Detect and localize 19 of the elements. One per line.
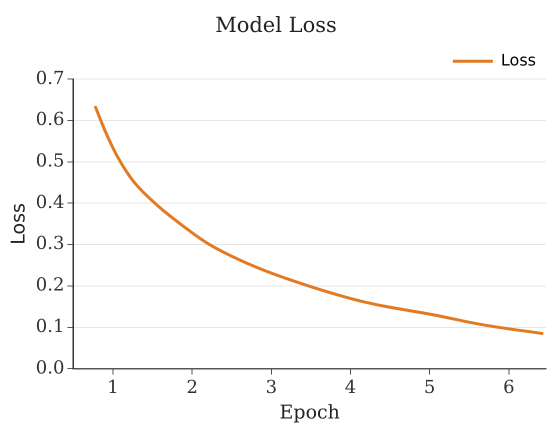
x-tick-label: 6 bbox=[503, 377, 515, 398]
y-axis-title: Loss bbox=[7, 203, 30, 245]
y-tick-label: 0.2 bbox=[36, 274, 64, 296]
y-tick-label: 0.0 bbox=[36, 357, 64, 378]
x-tick-label: 3 bbox=[266, 377, 278, 398]
x-axis-title: Epoch bbox=[280, 402, 340, 424]
y-tick-label: 0.4 bbox=[36, 192, 64, 213]
chart-title: Model Loss bbox=[215, 13, 337, 38]
x-tick-label: 4 bbox=[344, 377, 356, 398]
x-tick-label: 1 bbox=[107, 377, 119, 398]
y-tick-label: 0.7 bbox=[36, 68, 64, 89]
line-series bbox=[94, 106, 544, 335]
x-tick-label: 2 bbox=[186, 377, 198, 398]
y-tick-label: 0.3 bbox=[36, 233, 64, 254]
y-tick-label: 0.5 bbox=[36, 150, 64, 172]
legend-label: Loss bbox=[500, 50, 536, 70]
x-tick-label: 5 bbox=[424, 377, 436, 398]
y-tick-label: 0.6 bbox=[36, 109, 64, 130]
y-tick-label: 0.1 bbox=[36, 316, 64, 337]
